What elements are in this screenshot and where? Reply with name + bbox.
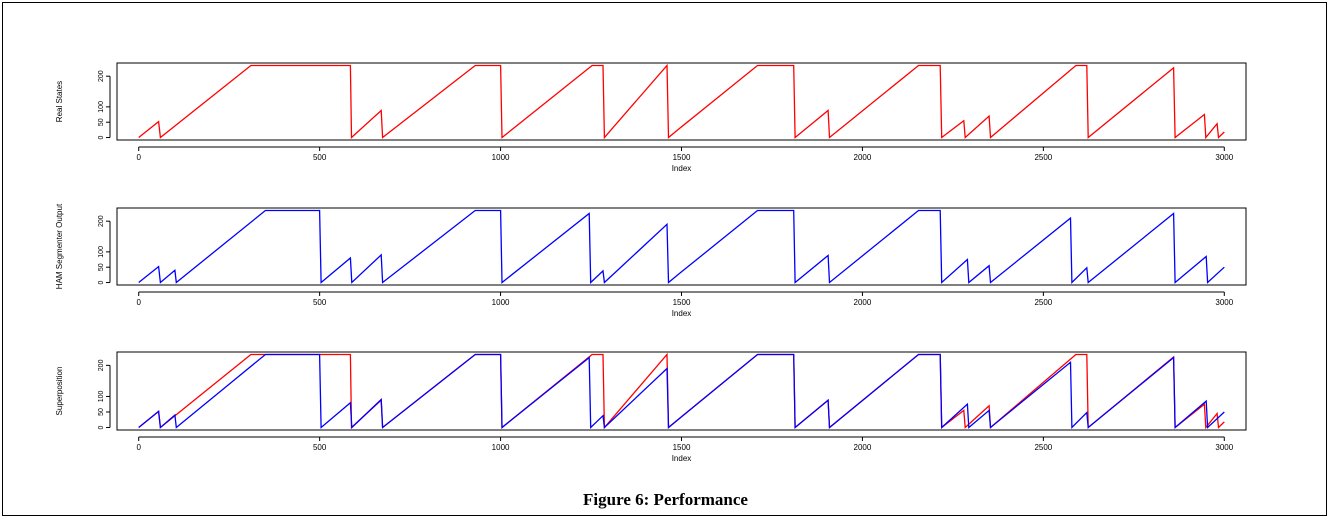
- panel1-y-tick-label: 0: [98, 135, 105, 139]
- panel2-x-tick-label: 2000: [854, 298, 872, 307]
- panel2-y-tick-label: 200: [98, 215, 105, 227]
- panel3-x-tick-label: 1000: [492, 443, 510, 452]
- panel2-x-tick-label: 1000: [492, 298, 510, 307]
- panel1-y-axis-label: Real States: [55, 81, 64, 122]
- panel1-series-1-line: [138, 63, 1225, 140]
- panel1-y-tick-label: 200: [98, 70, 105, 82]
- panel3-plot-box: [116, 351, 1247, 431]
- panel2-x-tick-label: 1500: [673, 298, 691, 307]
- panel3-y-tick-label: 0: [98, 425, 105, 429]
- panel2-x-tick-label: 2500: [1034, 298, 1052, 307]
- panel2-y-tick-label: 50: [98, 263, 105, 271]
- panel3-y-axis-label: Superposition: [55, 367, 64, 416]
- panel3-x-axis-label: Index: [672, 454, 692, 463]
- panel1-x-tick-label: 500: [313, 153, 327, 162]
- panel3-y-tick-label: 200: [98, 359, 105, 371]
- panel3-x-tick-label: 2500: [1034, 443, 1052, 452]
- panel2-y-tick-label: 100: [98, 246, 105, 258]
- panel2-plot-box: [116, 207, 1247, 286]
- panel2-y-axis-label: HAM Segmenter Output: [55, 203, 64, 289]
- panel1-x-tick-label: 1500: [673, 153, 691, 162]
- panel2-x-tick-label: 3000: [1215, 298, 1233, 307]
- panel3-y-tick-label: 50: [98, 408, 105, 416]
- panel3-y-tick-label: 100: [98, 390, 105, 402]
- panel1-y-tick-label: 100: [98, 101, 105, 113]
- panel2-x-tick-label: 0: [136, 298, 141, 307]
- panel1-x-axis-label: Index: [672, 164, 692, 173]
- panel2-y-tick-label: 0: [98, 280, 105, 284]
- panel1-x-tick-label: 3000: [1215, 153, 1233, 162]
- panel1-x-tick-label: 0: [136, 153, 141, 162]
- panel2-x-axis-label: Index: [672, 309, 692, 318]
- figure-caption: Figure 6: Performance: [583, 490, 748, 509]
- panel3-x-tick-label: 2000: [854, 443, 872, 452]
- panel2-series-1-line: [138, 209, 1225, 285]
- panel3-series-2-line: [138, 353, 1225, 430]
- panel1-x-tick-label: 1000: [492, 153, 510, 162]
- panel3-x-tick-label: 500: [313, 443, 327, 452]
- panel1-y-tick-label: 50: [98, 118, 105, 126]
- panel1-plot-box: [116, 62, 1247, 141]
- panel3-x-tick-label: 3000: [1215, 443, 1233, 452]
- panel1-x-tick-label: 2500: [1034, 153, 1052, 162]
- panel3-x-tick-label: 0: [136, 443, 141, 452]
- panel3-x-tick-label: 1500: [673, 443, 691, 452]
- panel1-x-tick-label: 2000: [854, 153, 872, 162]
- panel2-x-tick-label: 500: [313, 298, 327, 307]
